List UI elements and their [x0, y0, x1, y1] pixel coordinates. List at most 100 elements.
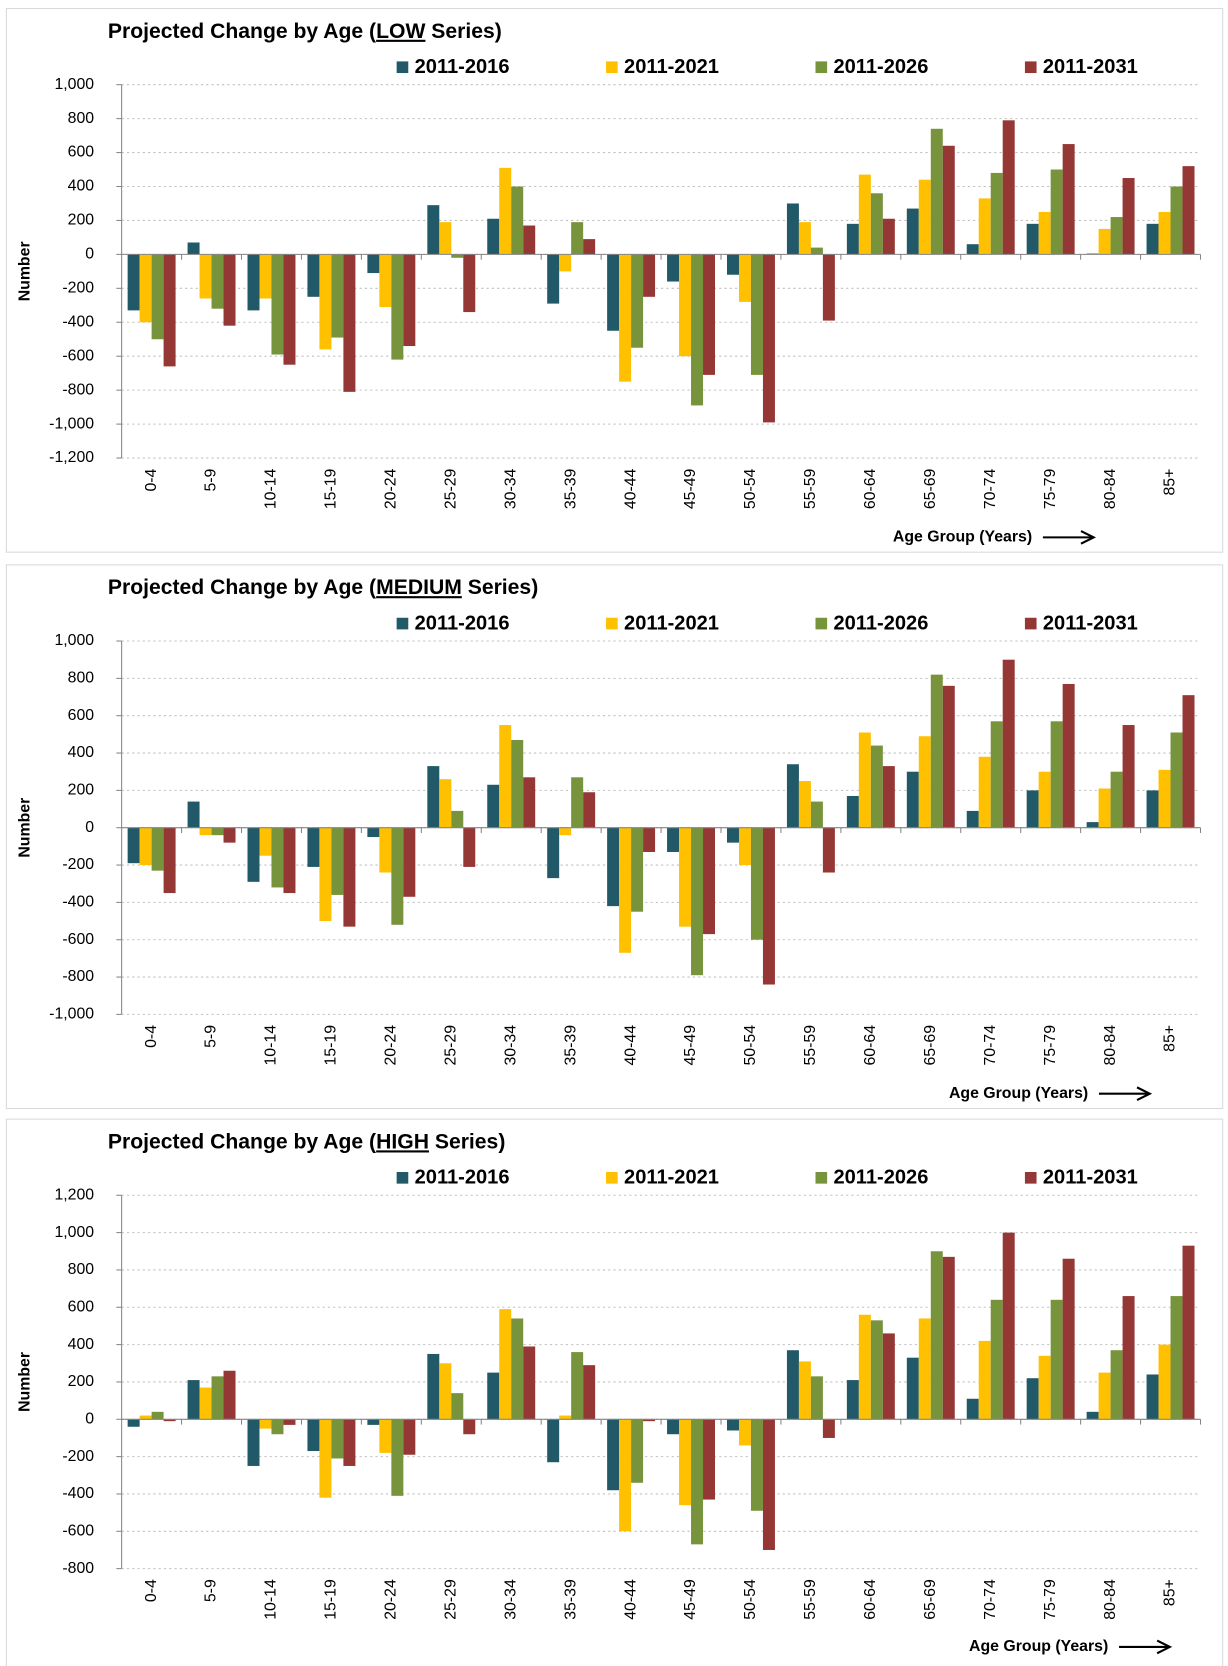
x-axis-arrowhead	[1080, 530, 1097, 545]
bar	[810, 1376, 823, 1420]
x-tick-label: 40-44	[622, 1025, 639, 1066]
bar	[583, 1365, 596, 1420]
bar	[391, 1419, 404, 1496]
bar	[1038, 211, 1051, 255]
x-tick-label: 80-84	[1102, 1025, 1119, 1066]
bar	[211, 827, 224, 836]
legend-label: 2011-2031	[1043, 612, 1138, 634]
bar	[990, 721, 1003, 828]
bar	[1050, 169, 1063, 255]
bar	[1170, 186, 1183, 255]
bar	[451, 1393, 464, 1420]
bar	[199, 827, 212, 836]
bar	[1122, 725, 1135, 828]
bar	[211, 254, 224, 309]
bar	[379, 254, 392, 307]
bar	[127, 1419, 140, 1427]
bar	[247, 1419, 260, 1466]
legend-swatch	[815, 61, 828, 74]
y-tick-label: 0	[85, 246, 94, 263]
bar	[451, 810, 464, 828]
bar	[199, 254, 212, 299]
x-tick-label: 70-74	[982, 468, 999, 509]
x-tick-label: 20-24	[383, 1025, 400, 1066]
bar	[750, 827, 763, 940]
y-tick-label: -1,200	[49, 449, 94, 466]
x-tick-label: 85+	[1162, 469, 1179, 496]
bar	[331, 254, 344, 338]
x-tick-label: 60-64	[862, 1025, 879, 1066]
y-tick-label: 400	[68, 1336, 95, 1353]
bar	[283, 827, 296, 894]
y-tick-label: 0	[85, 819, 94, 836]
bar	[151, 254, 164, 340]
bar	[798, 222, 811, 255]
bar	[331, 1419, 344, 1459]
x-tick-label: 20-24	[383, 1579, 400, 1620]
bar	[187, 242, 200, 255]
bar	[619, 254, 632, 382]
bar	[403, 1419, 416, 1455]
x-tick-label: 65-69	[922, 1025, 939, 1066]
y-tick-label: 1,000	[54, 632, 94, 649]
bar	[798, 1361, 811, 1420]
bar	[523, 225, 536, 255]
bar	[343, 827, 356, 927]
bar	[1002, 120, 1015, 255]
bar	[679, 827, 692, 927]
y-tick-label: -200	[62, 1448, 94, 1465]
y-tick-label: -1,000	[49, 1006, 94, 1023]
bar	[439, 1363, 452, 1420]
x-tick-label: 10-14	[263, 1579, 280, 1620]
legend-label: 2011-2016	[415, 612, 510, 634]
bar	[259, 827, 272, 856]
legend-label: 2011-2026	[833, 1167, 928, 1189]
y-axis-title: Number	[17, 798, 34, 858]
bar	[511, 186, 524, 255]
bar	[607, 827, 620, 907]
bar	[870, 193, 883, 255]
bar	[1026, 1378, 1039, 1420]
bar	[882, 1333, 895, 1420]
bar	[223, 827, 236, 843]
bar	[223, 254, 236, 326]
bar	[1026, 790, 1039, 828]
x-tick-label: 25-29	[442, 1579, 459, 1620]
x-tick-label: 5-9	[203, 1025, 220, 1048]
bar	[619, 1419, 632, 1532]
bar	[367, 827, 380, 838]
bar	[1062, 683, 1075, 828]
bar	[870, 745, 883, 828]
x-tick-label: 35-39	[562, 1579, 579, 1620]
bar	[463, 254, 476, 313]
x-tick-label: 80-84	[1102, 468, 1119, 509]
bar	[643, 1419, 656, 1422]
bar	[271, 254, 284, 355]
bar	[487, 218, 500, 255]
bar	[966, 810, 979, 828]
bar	[307, 254, 320, 297]
x-tick-label: 15-19	[323, 468, 340, 509]
legend-swatch	[606, 617, 618, 630]
legend-label: 2011-2021	[624, 1167, 719, 1189]
bar	[559, 827, 572, 836]
legend-label: 2011-2016	[415, 56, 510, 78]
bar	[822, 827, 835, 873]
y-axis-title: Number	[17, 1352, 34, 1412]
bar	[822, 1419, 835, 1438]
bar	[726, 1419, 739, 1431]
bar	[271, 827, 284, 888]
bar	[463, 827, 476, 867]
x-tick-label: 55-59	[802, 1025, 819, 1066]
panel-border	[5, 564, 1224, 1110]
legend-label: 2011-2031	[1043, 56, 1138, 78]
bar	[942, 145, 955, 255]
bar	[750, 254, 763, 375]
y-axis-title: Number	[17, 241, 34, 301]
bar	[163, 827, 176, 894]
bar	[391, 254, 404, 360]
bar	[667, 827, 680, 852]
bar	[571, 777, 584, 828]
y-tick-label: 400	[68, 744, 95, 761]
bar	[127, 827, 140, 864]
